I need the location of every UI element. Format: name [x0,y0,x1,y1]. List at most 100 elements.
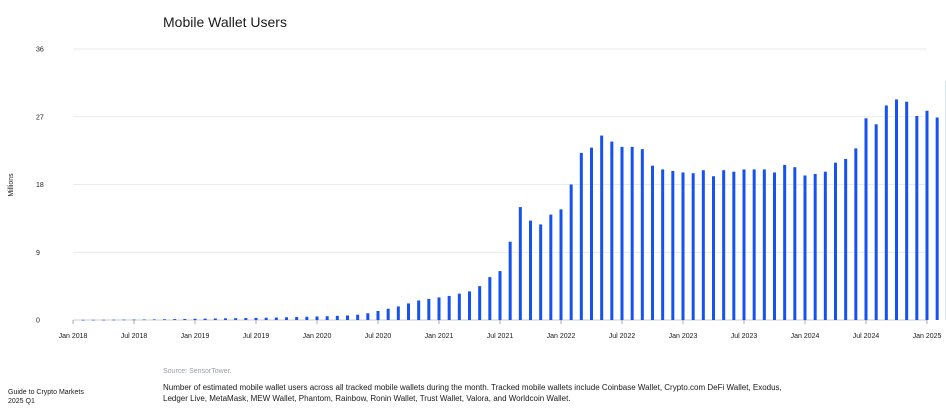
bar [783,164,787,320]
bar [122,319,126,321]
bar [315,316,319,320]
bar [376,310,380,320]
x-tick-label: Jan 2021 [425,333,454,340]
bar [549,214,553,320]
x-tick-label: Jan 2023 [669,333,698,340]
bar [447,295,451,320]
bar [112,319,116,321]
bar [213,318,217,320]
bar [681,172,685,320]
bar [132,319,136,321]
bar [163,319,166,320]
guide-edition: 2025 Q1 [8,397,35,405]
bar [457,293,461,320]
bar [234,318,238,320]
bar [773,172,776,320]
bar [742,169,746,320]
bar [539,224,543,320]
bar [630,146,634,320]
bar [254,317,258,320]
bar [478,286,482,321]
guide-title: Guide to Crypto Markets [8,389,84,396]
bar [295,316,299,320]
bar [559,209,563,320]
bar [173,319,177,320]
x-tick-label: Jul 2019 [243,333,270,340]
bar [91,319,95,321]
bar [620,146,624,320]
bar [305,316,309,320]
bar [142,319,146,321]
x-tick-label: Jul 2022 [609,333,636,340]
x-tick-label: Jan 2024 [791,333,820,340]
bar [732,171,736,320]
bar [366,313,370,320]
x-axis-ticks: Jan 2018 Jul 2018 Jan 2019 Jul 2019 Jan 2020… [59,320,942,340]
bar [640,149,644,320]
bar [905,101,909,320]
bar [325,316,329,320]
bar [203,318,207,320]
bar [610,141,614,320]
bar [834,162,837,320]
bar [488,277,492,320]
y-axis-ticks: 0 9 18 27 36 [36,47,44,325]
bar [803,175,807,320]
bar [274,317,278,320]
bar [264,317,268,320]
bar [244,318,248,320]
bar [152,319,156,320]
bar [529,220,532,320]
y-tick-label: 0 [36,318,40,325]
bar [183,318,187,320]
source-note: Source: SensorTower. [163,368,232,375]
bar [427,298,431,320]
bar [925,110,929,320]
x-tick-label: Jan 2025 [913,333,942,340]
bar [915,116,919,320]
bar [854,148,858,320]
bar [691,173,695,320]
bar [386,308,390,320]
bar [793,167,797,320]
bar [518,207,522,320]
bar [346,315,349,320]
y-tick-label: 18 [36,182,44,189]
x-tick-label: Jan 2022 [547,333,576,340]
bar [102,319,105,321]
bar [81,319,85,321]
x-tick-label: Jan 2020 [303,333,332,340]
x-tick-label: Jul 2020 [365,333,392,340]
bar [468,291,471,320]
bar [508,241,512,320]
bar-series [81,81,946,321]
bar [590,147,593,320]
bar [701,170,705,320]
bar-chart: 0 9 18 27 36 Jan 2018 Jul 2018 Jan 2019 Jul 201… [8,47,946,340]
footnote: Number of estimated mobile wallet users … [163,383,782,403]
x-tick-label: Jan 2019 [181,333,210,340]
bar [864,118,868,320]
y-tick-label: 36 [36,47,44,54]
bar [285,317,288,320]
bar [651,165,654,320]
bar [661,169,665,320]
bar [437,297,441,320]
report-guide-label: Guide to Crypto Markets 2025 Q1 [8,389,84,406]
bar [335,315,339,320]
bar [844,158,848,320]
x-tick-label: Jul 2024 [853,333,880,340]
x-tick-label: Jan 2018 [59,333,88,340]
x-tick-label: Jul 2021 [487,333,514,340]
bar [823,171,827,320]
y-tick-label: 9 [36,250,40,257]
bar [569,184,573,320]
bar [579,152,583,320]
bar [895,99,898,320]
y-tick-label: 27 [36,114,44,121]
bar [224,318,227,320]
bar [193,318,197,320]
bar [671,170,675,320]
bar [712,176,715,320]
bar [884,105,888,321]
